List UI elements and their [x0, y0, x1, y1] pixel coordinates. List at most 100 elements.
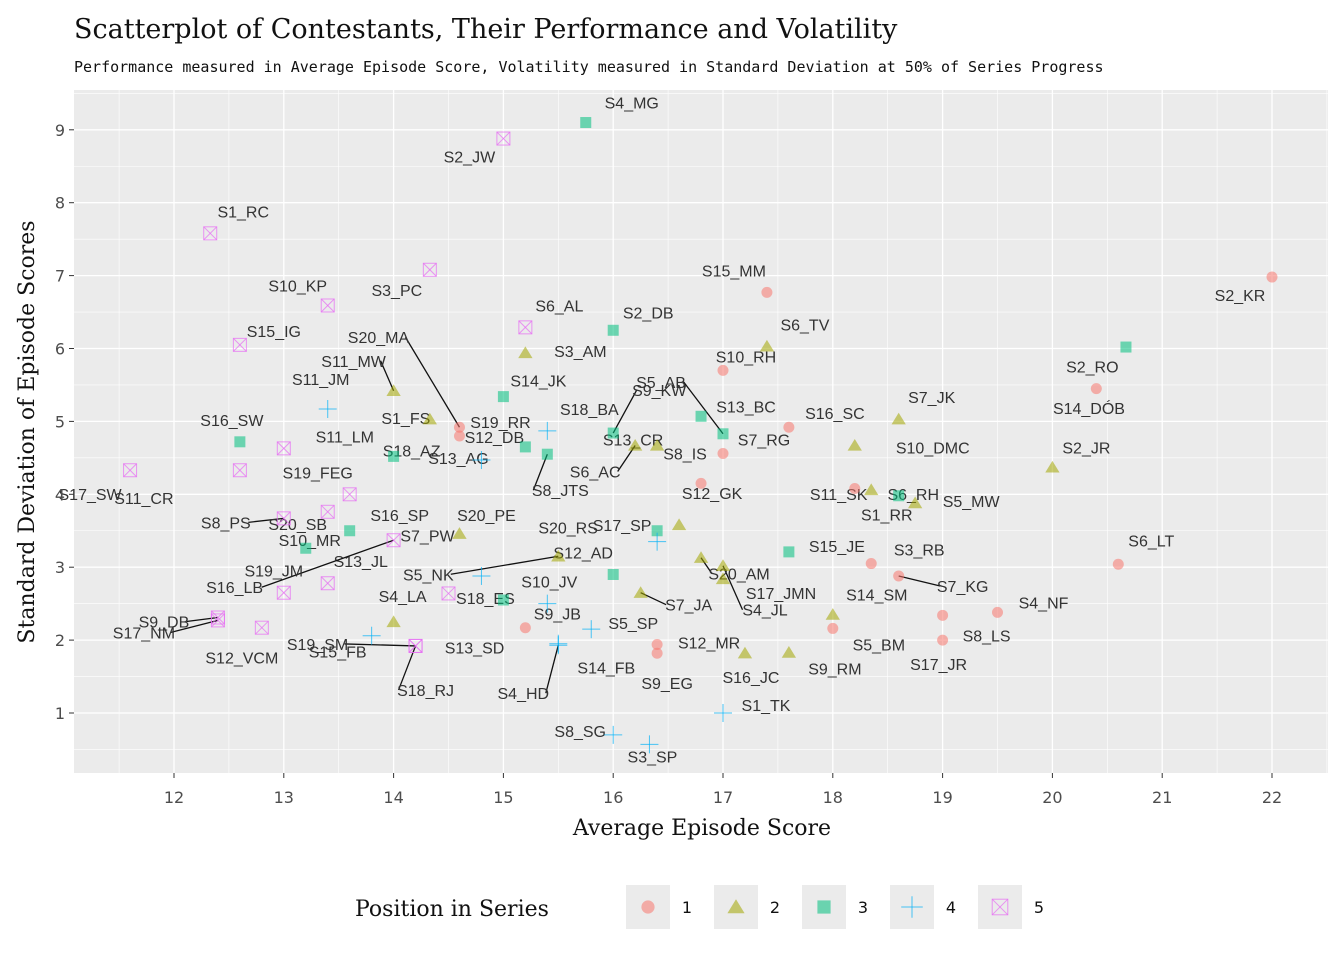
legend-item-4: 4 [890, 885, 956, 929]
point-label: S5_NK [403, 567, 454, 584]
point-s4-jl [715, 559, 731, 571]
point-s12-mr [651, 638, 663, 650]
point-label: S4_JL [742, 603, 787, 620]
y-axis-title: Standard Deviation of Episode Scores [15, 220, 40, 643]
point-s7-kg [893, 570, 905, 582]
point-s8-ps [276, 511, 291, 526]
x-tick-label: 19 [932, 788, 952, 807]
point-s20-ma [453, 421, 465, 433]
y-axis: 1 2 3 4 5 6 7 8 9 [55, 121, 74, 723]
label-leader-line [722, 565, 744, 611]
point-label: S14_SM [846, 588, 907, 605]
point-s5-mw [908, 496, 923, 509]
point-label: S5_SP [608, 616, 658, 633]
gridlines [74, 90, 1328, 773]
point-label: S3_PC [371, 283, 422, 300]
point-s20-sb [320, 504, 335, 519]
point-s13-sd [441, 586, 456, 601]
point-s13-cr [649, 438, 665, 451]
point-label: S19_JM [244, 564, 303, 581]
point-s17-jmn [715, 572, 731, 585]
x-tick-label: 17 [713, 788, 733, 807]
point-s13-ag [472, 451, 491, 470]
x-tick-label: 16 [603, 788, 623, 807]
point-label: S10_MR [279, 533, 341, 550]
label-leader-line [248, 517, 284, 524]
chart-title: Scatterplot of Contestants, Their Perfor… [74, 14, 898, 45]
point-label: S15_FB [309, 645, 367, 662]
point-label: S17_SW [59, 487, 123, 504]
point-s15-mm [761, 286, 773, 298]
point-s6-tv [759, 339, 775, 352]
point-label: S4_HD [498, 686, 550, 703]
point-label: S5_BM [853, 637, 905, 654]
label-leader-line [450, 555, 559, 575]
point-label: S10_DMC [896, 440, 970, 457]
label-leader-line [682, 381, 724, 435]
label-leader-line [545, 645, 559, 694]
point-label: S9_KW [632, 383, 687, 400]
point-s8-jts [541, 448, 553, 460]
point-label: S7_RG [738, 432, 790, 449]
label-leader-line [404, 336, 461, 428]
point-s17-sw [123, 463, 138, 478]
point-label: S8_IS [663, 446, 707, 463]
point-s7-jk [891, 412, 906, 425]
y-tick-label: 8 [55, 194, 65, 213]
x-tick-label: 18 [823, 788, 843, 807]
point-s9-eg [651, 647, 663, 659]
point-label: S11_JM [292, 372, 350, 389]
y-tick-label: 2 [55, 631, 65, 650]
point-label: S5_AB [636, 375, 686, 392]
point-label: S1_FS [381, 411, 430, 428]
point-s17-sp [651, 525, 663, 537]
point-label: S13_JL [334, 554, 388, 571]
x-tick-label: 21 [1152, 788, 1172, 807]
point-label: S5_MW [943, 494, 1001, 511]
legend-label: 5 [1034, 898, 1044, 917]
point-s12-db [519, 441, 531, 453]
point-label: S16_JC [722, 670, 779, 687]
point-label: S10_JV [521, 575, 577, 592]
point-label: S2_KR [1215, 288, 1266, 305]
point-label: S19_FEG [283, 465, 353, 482]
point-label: S10_RH [716, 349, 776, 366]
point-s1-rr [849, 482, 861, 494]
point-label: S2_JW [444, 150, 496, 167]
point-s18-ba [538, 421, 557, 440]
point-label: S9_EG [641, 676, 693, 693]
point-label: S2_RO [1066, 360, 1118, 377]
point-label: S17_NM [113, 625, 175, 642]
y-tick-label: 9 [55, 121, 65, 140]
x-tick-label: 20 [1042, 788, 1062, 807]
point-s7-rg [717, 447, 729, 459]
point-s9-jb [519, 622, 531, 634]
point-s2-ro [1090, 383, 1102, 395]
point-label: S8_LS [963, 628, 1011, 645]
point-s20-rs [648, 532, 667, 551]
point-label: S2_DB [623, 305, 674, 322]
point-label: S3_SP [628, 749, 678, 766]
legend: Position in Series 1 2 3 4 5 [355, 885, 1044, 929]
point-label: S16_SC [805, 406, 865, 423]
point-s15-ig [232, 337, 247, 352]
point-label: S11_MW [321, 354, 387, 371]
point-label: S19_RR [470, 415, 530, 432]
point-s10-mr [300, 542, 312, 554]
label-leader-line [344, 643, 416, 647]
point-label: S7_JA [665, 598, 712, 615]
point-s8-ls [937, 609, 949, 621]
point-label: S13_BC [716, 399, 776, 416]
plot-panel [74, 90, 1328, 773]
x-tick-label: 12 [164, 788, 184, 807]
legend-label: 1 [682, 898, 692, 917]
point-s11-jm [318, 400, 337, 419]
label-leader-line [612, 389, 638, 434]
point-s2-jr [1045, 460, 1060, 473]
point-s14-dób [1120, 341, 1132, 353]
point-s1-tk [714, 704, 732, 722]
point-s16-jc [737, 646, 753, 659]
point-label: S7_PW [400, 529, 455, 546]
point-label: S15_IG [247, 324, 301, 341]
